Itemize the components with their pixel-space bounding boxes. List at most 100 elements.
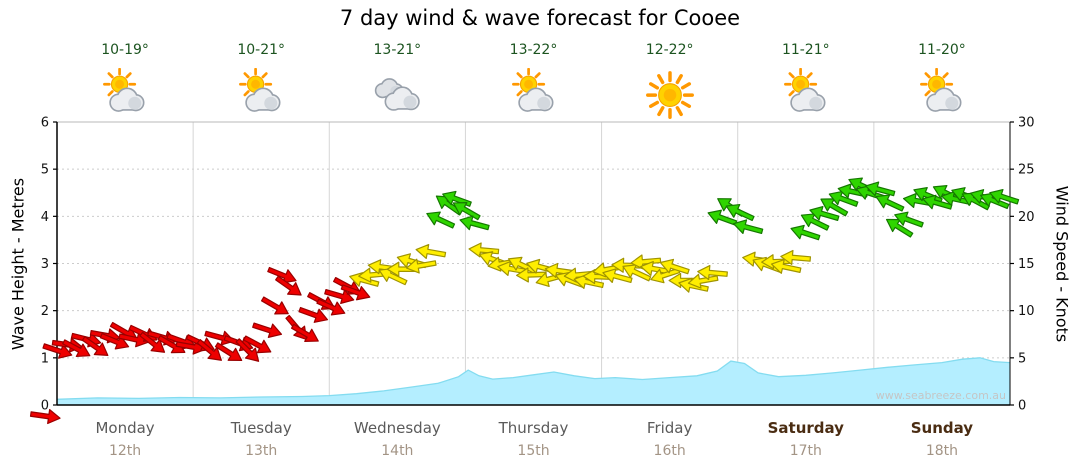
right-axis-tick-label: 30 bbox=[1018, 116, 1035, 131]
left-axis-tick-label: 0 bbox=[41, 399, 49, 414]
wind-arrow bbox=[290, 323, 319, 342]
left-axis-tick-label: 1 bbox=[41, 351, 49, 366]
axis-tick-labels: 0 1 2 3 4 5 6 0 5 10 15 20 25 30 bbox=[41, 116, 1035, 414]
wind-arrow bbox=[406, 258, 437, 274]
wind-arrow bbox=[800, 213, 830, 231]
wind-arrow bbox=[139, 331, 166, 353]
wind-arrow bbox=[865, 181, 896, 197]
wind-arrow bbox=[697, 264, 728, 281]
wind-arrow bbox=[378, 268, 408, 286]
wind-arrow bbox=[452, 202, 481, 221]
calm-start-arrow bbox=[29, 409, 61, 425]
day-label: Monday bbox=[95, 419, 155, 437]
wind-arrow bbox=[42, 343, 73, 359]
right-axis-tick-label: 10 bbox=[1018, 304, 1035, 319]
day-date: 16th bbox=[653, 443, 686, 459]
wind-arrow bbox=[828, 190, 859, 207]
wind-arrow bbox=[415, 244, 447, 259]
left-axis-tick-label: 6 bbox=[41, 116, 49, 131]
wind-arrow bbox=[267, 266, 297, 284]
left-axis-title: Wave Height - Metres bbox=[8, 177, 28, 351]
day-date: 15th bbox=[517, 443, 550, 459]
wind-arrow bbox=[573, 274, 605, 290]
left-axis-tick-label: 3 bbox=[41, 257, 49, 272]
day-date: 18th bbox=[925, 443, 959, 459]
weather-icon-partly-cloudy bbox=[508, 67, 560, 120]
day-date: 13th bbox=[245, 443, 278, 459]
left-axis-tick-label: 4 bbox=[41, 210, 49, 225]
day-label: Saturday bbox=[767, 419, 844, 437]
wind-arrow bbox=[659, 258, 690, 275]
wind-arrow bbox=[922, 194, 953, 210]
day-label: Wednesday bbox=[353, 419, 441, 437]
right-axis-tick-label: 25 bbox=[1018, 163, 1035, 178]
wind-arrow bbox=[980, 192, 1010, 210]
wind-arrow bbox=[725, 203, 755, 222]
weather-icon-partly-cloudy bbox=[780, 67, 832, 120]
wind-arrow bbox=[214, 342, 243, 362]
day-date: 17th bbox=[789, 443, 822, 459]
weather-icon-partly-cloudy bbox=[99, 67, 151, 120]
temp-range: 13-22° bbox=[509, 42, 558, 58]
wind-arrow bbox=[340, 284, 371, 301]
temp-range: 13-21° bbox=[373, 42, 422, 58]
wind-arrow bbox=[459, 215, 490, 231]
wind-arrow bbox=[235, 338, 260, 362]
wind-arrow bbox=[426, 211, 456, 229]
temp-range: 12-22° bbox=[645, 42, 694, 58]
wind-arrows bbox=[42, 177, 1020, 362]
left-axis-tick-label: 2 bbox=[41, 304, 49, 319]
wind-arrow bbox=[62, 339, 91, 358]
wind-arrow bbox=[468, 242, 500, 258]
wind-arrow bbox=[707, 209, 738, 226]
right-axis-tick-label: 5 bbox=[1018, 351, 1026, 366]
right-axis-title: Wind Speed - Knots bbox=[1052, 185, 1072, 343]
temp-range: 10-19° bbox=[101, 42, 149, 58]
right-axis-tick-label: 20 bbox=[1018, 210, 1035, 225]
wind-arrow bbox=[894, 211, 924, 228]
temp-range: 11-21° bbox=[781, 42, 830, 58]
wind-arrow bbox=[260, 296, 289, 315]
wind-arrow bbox=[298, 306, 329, 323]
day-date: 12th bbox=[108, 443, 142, 459]
temp-range: 11-20° bbox=[918, 42, 966, 58]
wind-arrow bbox=[780, 249, 812, 266]
left-axis-tick-label: 5 bbox=[41, 163, 49, 178]
day-label: Friday bbox=[646, 419, 693, 437]
right-axis-tick-label: 15 bbox=[1018, 257, 1035, 272]
wind-arrow bbox=[275, 275, 302, 296]
weather-icon-partly-cloudy bbox=[916, 67, 968, 120]
day-date: 14th bbox=[381, 443, 414, 459]
wind-arrow bbox=[252, 322, 283, 338]
wind-arrow bbox=[602, 268, 633, 284]
wind-arrow bbox=[196, 339, 222, 361]
wind-arrow bbox=[820, 198, 849, 217]
wind-arrow bbox=[875, 194, 905, 212]
wind-arrow bbox=[316, 298, 346, 316]
wind-arrow bbox=[243, 335, 272, 354]
wind-arrow bbox=[885, 218, 914, 238]
wind-arrow bbox=[809, 205, 840, 221]
wind-arrow bbox=[324, 289, 355, 305]
weather-icon-partly-cloudy bbox=[235, 67, 287, 120]
weather-icon-cloudy bbox=[371, 68, 423, 120]
right-axis-tick-label: 0 bbox=[1018, 399, 1026, 414]
chart-title: 7 day wind & wave forecast for Cooee bbox=[339, 6, 741, 30]
wind-arrow bbox=[630, 254, 662, 270]
wind-arrow bbox=[516, 267, 547, 283]
day-label: Tuesday bbox=[230, 419, 292, 437]
wind-arrow bbox=[989, 189, 1020, 205]
day-label: Thursday bbox=[498, 419, 569, 437]
wave-height-outline bbox=[56, 357, 1011, 400]
wind-arrow bbox=[733, 219, 764, 235]
wind-arrow bbox=[790, 224, 821, 241]
watermark: www.seabreeze.com.au bbox=[875, 389, 1006, 402]
wind-arrow bbox=[687, 273, 719, 289]
wind-arrow bbox=[81, 336, 109, 356]
wind-arrow bbox=[622, 264, 652, 282]
day-label: Sunday bbox=[910, 419, 974, 437]
weather-icon-sunny bbox=[644, 68, 696, 120]
wind-arrow bbox=[770, 259, 802, 274]
